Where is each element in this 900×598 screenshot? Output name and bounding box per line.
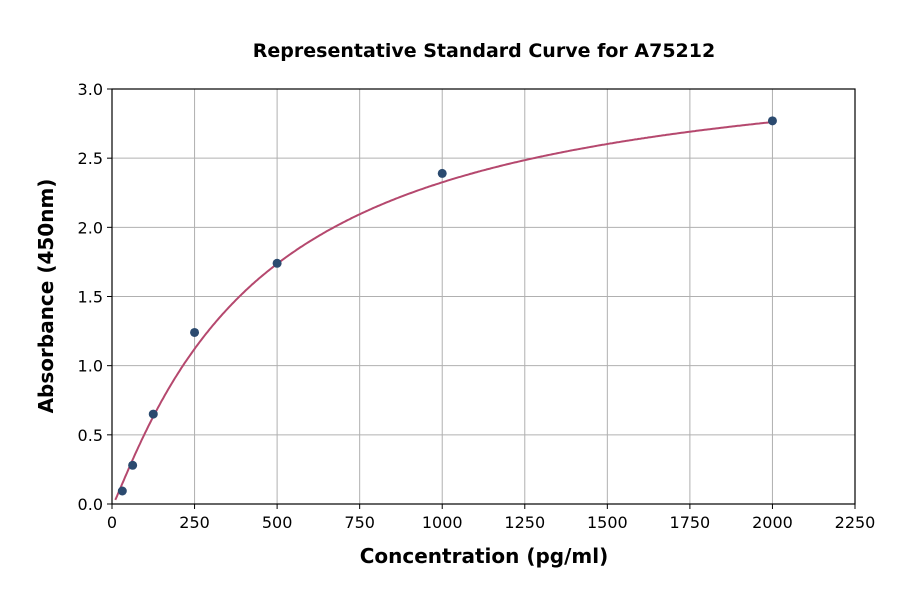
x-tick-label: 1500: [587, 513, 628, 532]
x-tick-label: 2250: [835, 513, 876, 532]
y-tick-label: 0.5: [78, 426, 103, 445]
data-point: [117, 486, 127, 496]
y-tick-label: 2.5: [78, 149, 103, 168]
y-tick-label: 3.0: [78, 80, 103, 99]
fit-curve-group: [114, 121, 773, 501]
y-axis-label: Absorbance (450nm): [34, 179, 58, 414]
data-point: [272, 258, 282, 268]
chart-title: Representative Standard Curve for A75212: [253, 40, 715, 62]
x-tick-label: 1000: [422, 513, 463, 532]
y-tick-label: 2.0: [78, 218, 103, 237]
data-points: [117, 116, 777, 496]
x-tick-label: 1250: [504, 513, 545, 532]
data-point: [148, 409, 158, 419]
fit-curve: [114, 121, 773, 501]
x-tick-label: 2000: [752, 513, 793, 532]
x-tick-label: 0: [107, 513, 117, 532]
x-tick-label: 1750: [670, 513, 711, 532]
x-axis-ticks: 0 250 500 750 1000 1250 1500 1750 2000 2250: [107, 504, 875, 532]
y-tick-label: 0.0: [78, 495, 103, 514]
y-axis-ticks: 0.0 0.5 1.0 1.5 2.0 2.5 3.0: [78, 80, 112, 514]
x-tick-label: 750: [344, 513, 375, 532]
data-point: [437, 168, 447, 178]
x-tick-label: 250: [179, 513, 210, 532]
data-point: [767, 116, 777, 126]
x-tick-label: 500: [262, 513, 293, 532]
grid: [111, 88, 856, 505]
y-tick-label: 1.5: [78, 288, 103, 307]
x-axis-label: Concentration (pg/ml): [360, 544, 609, 568]
y-tick-label: 1.0: [78, 357, 103, 376]
data-point: [128, 460, 138, 470]
data-point: [190, 327, 200, 337]
